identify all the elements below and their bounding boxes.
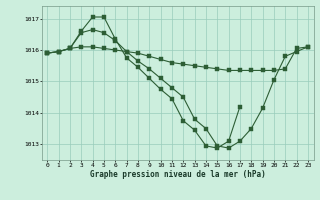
X-axis label: Graphe pression niveau de la mer (hPa): Graphe pression niveau de la mer (hPa) <box>90 170 266 179</box>
